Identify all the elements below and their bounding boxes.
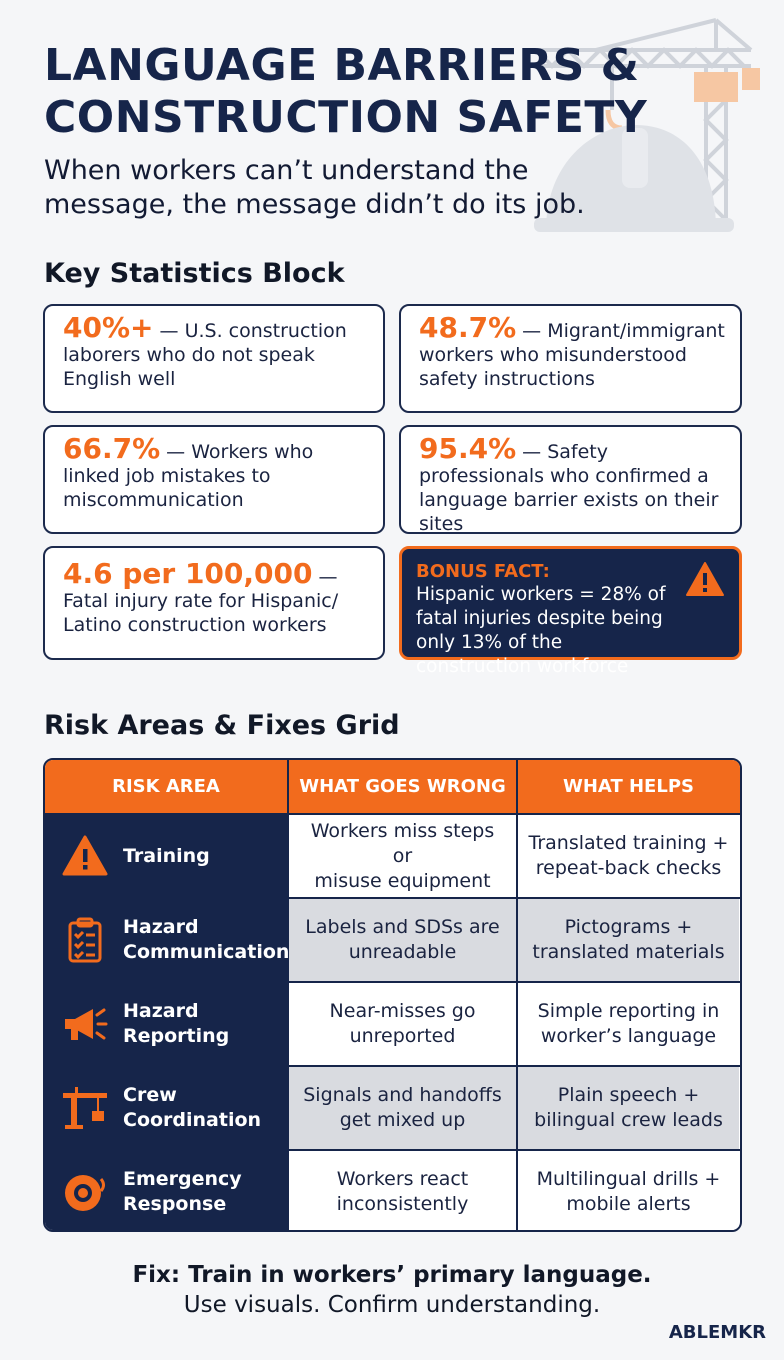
what-helps-cell: Pictograms + translated materials	[518, 899, 739, 981]
crane-icon	[63, 1087, 107, 1129]
page-subtitle: When workers can’t understand the messag…	[44, 155, 585, 220]
table-header: RISK AREA WHAT GOES WRONG WHAT HELPS	[45, 760, 740, 813]
what-helps-cell: Translated training + repeat-back checks	[518, 815, 739, 897]
clipboard-icon	[68, 917, 102, 963]
bonus-text: Hispanic workers = 28% of fatal injuries…	[416, 584, 666, 677]
stat-text: — Safety professionals who confirmed a l…	[419, 441, 719, 535]
what-helps-cell: Multilingual drills + mobile alerts	[518, 1151, 739, 1230]
brand-logo: ABLEMKR	[668, 1322, 766, 1343]
bonus-fact-card: BONUS FACT: Hispanic workers = 28% of fa…	[399, 546, 742, 677]
table-row: Hazard Reporting Near-misses go unreport…	[45, 981, 740, 1065]
risk-heading: Risk Areas & Fixes Grid	[44, 710, 400, 741]
stat-value: 40%+	[63, 311, 154, 344]
fix-line-1: Fix: Train in workers’ primary language.	[132, 1262, 652, 1288]
column-header: WHAT GOES WRONG	[289, 760, 518, 813]
what-goes-wrong-cell: Workers react inconsistently	[289, 1151, 518, 1230]
risk-area-label: Emergency Response	[123, 1168, 242, 1215]
warning-icon	[686, 562, 724, 596]
what-helps-cell: Plain speech + bilingual crew leads	[518, 1067, 739, 1149]
risk-area-cell: Training	[45, 815, 289, 897]
risk-area-label: Training	[123, 844, 210, 867]
table-row: Hazard Communication Labels and SDSs are…	[45, 897, 740, 981]
column-header: WHAT HELPS	[563, 776, 694, 797]
stat-value: 4.6 per 100,000	[63, 557, 313, 590]
what-goes-wrong-cell: Labels and SDSs are unreadable	[289, 899, 518, 981]
title-line-2: CONSTRUCTION SAFETY	[44, 92, 648, 143]
stat-text: — U.S. construction laborers who do not …	[63, 320, 347, 390]
risk-area-label: Hazard Reporting	[123, 1000, 230, 1047]
table-row: Crew Coordination Signals and handoffs g…	[45, 1065, 740, 1149]
stat-value: 95.4%	[419, 432, 517, 465]
risk-area-label: Hazard Communication	[123, 916, 290, 963]
stat-card: 95.4% — Safety professionals who confirm…	[399, 425, 742, 535]
stat-value: 48.7%	[419, 311, 517, 344]
warning-icon	[62, 835, 108, 876]
stat-card: 48.7% — Migrant/immigrant workers who mi…	[399, 304, 742, 413]
risk-area-cell: Hazard Communication	[45, 899, 289, 981]
stat-card: 66.7% — Workers who linked job mistakes …	[43, 425, 385, 534]
stat-text: — Workers who linked job mistakes to mis…	[63, 441, 314, 511]
stat-card: 4.6 per 100,000 — Fatal injury rate for …	[43, 546, 385, 660]
stat-value: 66.7%	[63, 432, 161, 465]
stat-card: 40%+ — U.S. construction laborers who do…	[43, 304, 385, 413]
table-row: Training Workers miss steps or misuse eq…	[45, 813, 740, 897]
bonus-heading: BONUS FACT:	[416, 561, 550, 582]
title-line-1: LANGUAGE BARRIERS &	[44, 40, 640, 91]
what-goes-wrong-cell: Near-misses go unreported	[289, 983, 518, 1065]
what-goes-wrong-cell: Signals and handoffs get mixed up	[289, 1067, 518, 1149]
stats-heading: Key Statistics Block	[44, 258, 345, 289]
stat-text: — Fatal injury rate for Hispanic/ Latino…	[63, 566, 339, 636]
fix-line-2: Use visuals. Confirm understanding.	[183, 1292, 601, 1318]
risk-table: RISK AREA WHAT GOES WRONG WHAT HELPS Tra…	[43, 758, 742, 1232]
what-goes-wrong-cell: Workers miss steps or misuse equipment	[289, 815, 518, 897]
risk-area-cell: Crew Coordination	[45, 1067, 289, 1149]
megaphone-icon	[65, 1008, 108, 1040]
risk-area-cell: Hazard Reporting	[45, 983, 289, 1065]
risk-area-cell: Emergency Response	[45, 1151, 289, 1230]
table-row: Emergency Response Workers react inconsi…	[45, 1149, 740, 1230]
stat-text: — Migrant/immigrant workers who misunder…	[419, 320, 725, 390]
what-helps-cell: Simple reporting in worker’s language	[518, 983, 739, 1065]
column-header: RISK AREA	[45, 760, 289, 813]
page-title: LANGUAGE BARRIERS & CONSTRUCTION SAFETY	[44, 40, 684, 144]
crane-hardhat-illustration	[534, 18, 760, 232]
risk-area-label: Crew Coordination	[123, 1084, 262, 1131]
alarm-bell-icon	[65, 1175, 105, 1211]
